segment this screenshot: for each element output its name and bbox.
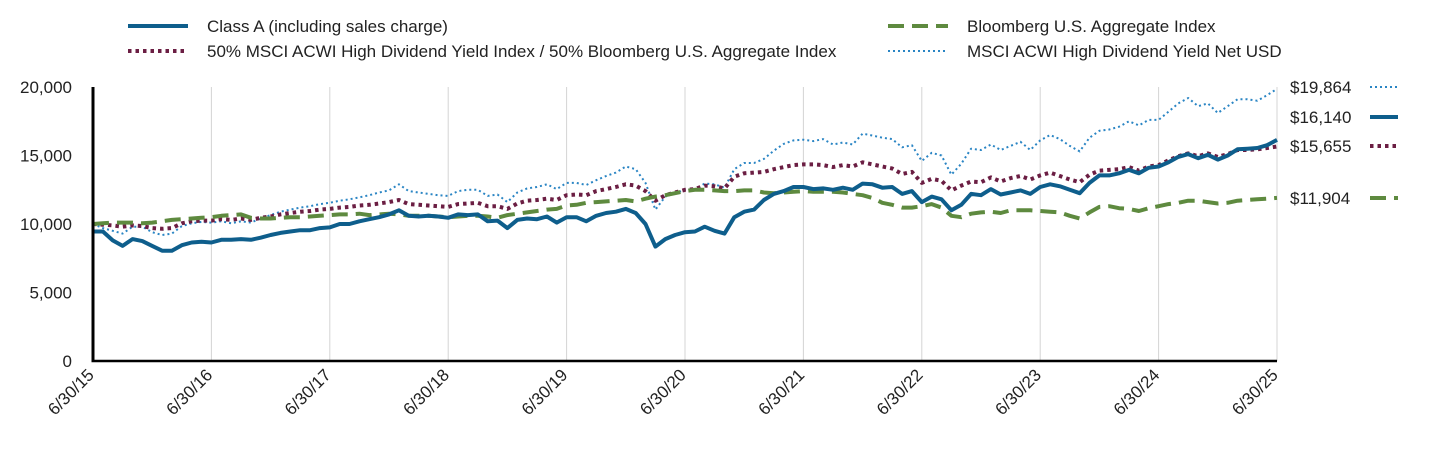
y-tick-label-0: 0 bbox=[63, 352, 72, 371]
legend: Class A (including sales charge) 50% MSCI… bbox=[128, 17, 1282, 61]
series-lines bbox=[92, 88, 1278, 253]
end-label-bloomberg-u-s-aggregate-index: $11,904 bbox=[1290, 189, 1350, 208]
y-tick-label-10000: 10,000 bbox=[20, 215, 72, 234]
y-axis-tick-labels: 0 5,000 10,000 15,000 20,000 bbox=[20, 78, 72, 371]
series-line-bloomberg-u-s-aggregate-index bbox=[92, 187, 1278, 226]
x-axis-tick-labels: 6/30/15 6/30/16 6/30/17 6/30/18 6/30/19 6/30/… bbox=[44, 365, 1282, 419]
x-tick-label-6-30-25: 6/30/25 bbox=[1228, 365, 1282, 419]
end-label-msci-acwi-high-dividend-yield-net-usd: $19,864 bbox=[1290, 78, 1351, 97]
y-tick-label-15000: 15,000 bbox=[20, 147, 72, 166]
legend-label-class-a-including-sales-charge: Class A (including sales charge) bbox=[207, 17, 448, 36]
y-tick-label-20000: 20,000 bbox=[20, 78, 72, 97]
x-tick-label-6-30-15: 6/30/15 bbox=[44, 365, 98, 419]
y-tick-label-5000: 5,000 bbox=[29, 284, 72, 303]
end-label-50-msci-acwi-high-dividend-yield-index-50-bloomberg-u-s-aggregate-index: $15,655 bbox=[1290, 137, 1351, 156]
series-line-class-a-including-sales-charge bbox=[93, 138, 1278, 253]
vertical-gridlines bbox=[210, 87, 1278, 361]
x-tick-label-6-30-18: 6/30/18 bbox=[399, 365, 453, 419]
axes bbox=[91, 87, 1277, 363]
x-tick-label-6-30-20: 6/30/20 bbox=[636, 365, 690, 419]
x-tick-label-6-30-16: 6/30/16 bbox=[163, 365, 217, 419]
legend-label-50-msci-acwi-high-dividend-yield-index-50-bloomberg-u-s-aggregate-index: 50% MSCI ACWI High Dividend Yield Index … bbox=[207, 42, 837, 61]
x-tick-label-6-30-24: 6/30/24 bbox=[1110, 365, 1164, 419]
series-line-50-msci-acwi-high-dividend-yield-index-50-bloomberg-u-s-aggregate-index bbox=[92, 144, 1278, 231]
x-tick-label-6-30-22: 6/30/22 bbox=[873, 365, 927, 419]
legend-label-bloomberg-u-s-aggregate-index: Bloomberg U.S. Aggregate Index bbox=[967, 17, 1216, 36]
x-tick-label-6-30-21: 6/30/21 bbox=[755, 365, 809, 419]
legend-label-msci-acwi-high-dividend-yield-net-usd: MSCI ACWI High Dividend Yield Net USD bbox=[967, 42, 1282, 61]
x-tick-label-6-30-23: 6/30/23 bbox=[991, 365, 1045, 419]
x-tick-label-6-30-17: 6/30/17 bbox=[281, 365, 335, 419]
end-value-labels: $19,864 $16,140 $15,655 $11,904 bbox=[1290, 78, 1398, 208]
end-label-class-a-including-sales-charge: $16,140 bbox=[1290, 108, 1351, 127]
x-tick-label-6-30-19: 6/30/19 bbox=[518, 365, 572, 419]
